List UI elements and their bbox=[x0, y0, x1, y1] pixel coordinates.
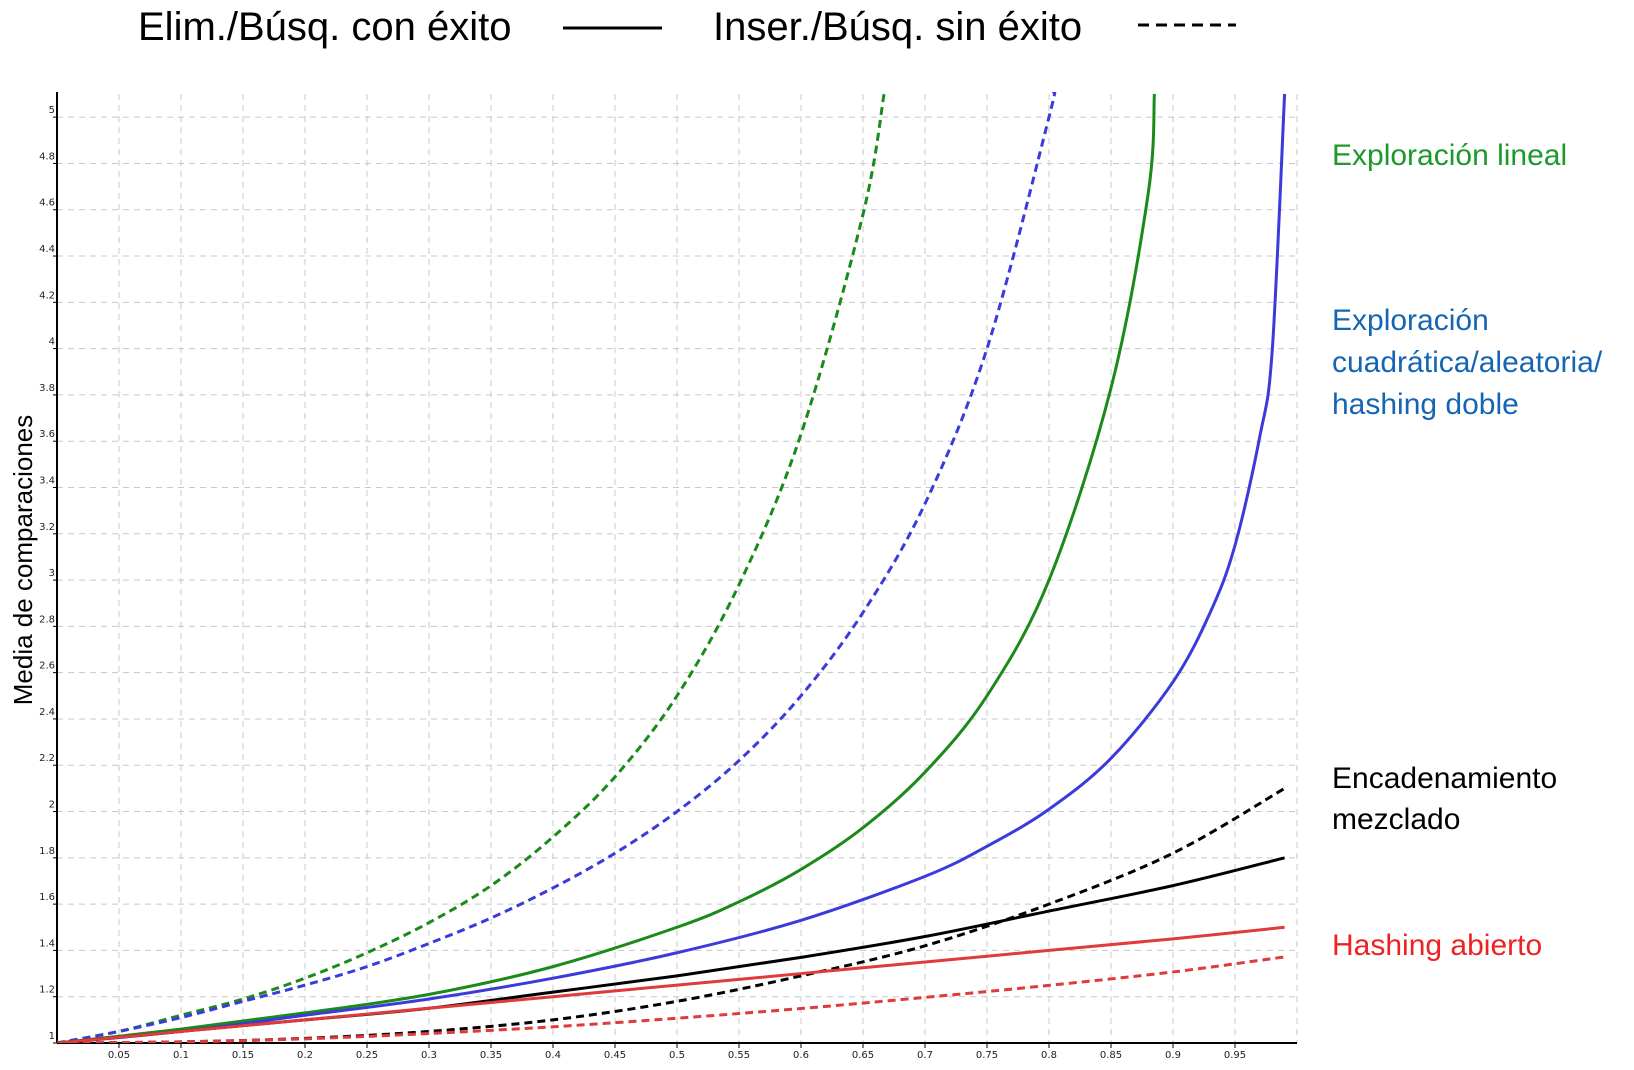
x-tick-label: 0.1 bbox=[173, 1050, 189, 1061]
legend-label-solid: Elim./Búsq. con éxito bbox=[138, 5, 512, 49]
axes: 0.05 0.1 0.15 0.2 0.25 0.3 0.35 0.4 0.45 0.5 0.55 0… bbox=[39, 92, 1297, 1061]
series-line-6-solid bbox=[57, 856, 1285, 1043]
series-line-3-solid bbox=[57, 93, 1156, 1043]
series-lines bbox=[57, 92, 1287, 1043]
x-tick-label: 0.95 bbox=[1224, 1050, 1246, 1061]
series-line-4-solid bbox=[57, 93, 1287, 1043]
series-line-2-dashed bbox=[57, 92, 1057, 1043]
y-tick-label: 4.4 bbox=[39, 244, 55, 255]
y-tick-label: 1.8 bbox=[39, 846, 55, 857]
y-tick-label: 1.4 bbox=[39, 938, 55, 949]
y-tick-label: 1 bbox=[49, 1031, 55, 1042]
x-tick-label: 0.75 bbox=[976, 1050, 998, 1061]
annotation-quadratic-line2: cuadrática/aleatoria/ bbox=[1332, 346, 1603, 379]
y-axis-label: Media de comparaciones bbox=[8, 415, 38, 706]
x-tick-label: 0.7 bbox=[917, 1050, 933, 1061]
x-tick-label: 0.4 bbox=[545, 1050, 561, 1061]
x-tick-label: 0.45 bbox=[604, 1050, 626, 1061]
y-tick-label: 3 bbox=[49, 568, 55, 579]
annotation-open-hashing: Hashing abierto bbox=[1332, 929, 1542, 962]
y-tick-label: 2.6 bbox=[39, 661, 55, 672]
grid bbox=[57, 94, 1298, 1044]
annotation-linear-probing: Exploración lineal bbox=[1332, 139, 1567, 172]
y-tick-label: 4.8 bbox=[39, 151, 55, 162]
y-tick-label: 3.8 bbox=[39, 383, 55, 394]
y-tick-label: 5 bbox=[49, 105, 55, 116]
x-tick-label: 0.15 bbox=[232, 1050, 254, 1061]
x-tick-label: 0.85 bbox=[1100, 1050, 1122, 1061]
y-tick-label: 1.6 bbox=[39, 892, 55, 903]
y-tick-label: 4.2 bbox=[39, 290, 55, 301]
legend: Elim./Búsq. con éxito Inser./Búsq. sin é… bbox=[138, 5, 1236, 49]
x-tick-label: 0.55 bbox=[728, 1050, 750, 1061]
y-tick-label: 4.6 bbox=[39, 198, 55, 209]
x-tick-label: 0.65 bbox=[852, 1050, 874, 1061]
y-tick-label: 3.4 bbox=[39, 475, 55, 486]
y-tick-label: 2.4 bbox=[39, 707, 55, 718]
x-tick-label: 0.6 bbox=[793, 1050, 809, 1061]
y-tick-label: 2.2 bbox=[39, 753, 55, 764]
y-tick-label: 2.8 bbox=[39, 614, 55, 625]
series-line-1-dashed bbox=[57, 93, 886, 1043]
x-tick-label: 0.3 bbox=[421, 1050, 437, 1061]
x-tick-label: 0.05 bbox=[108, 1050, 130, 1061]
annotation-coalesced-line1: Encadenamiento bbox=[1332, 762, 1557, 795]
annotation-coalesced-line2: mezclado bbox=[1332, 803, 1460, 836]
y-tick-label: 3.2 bbox=[39, 522, 55, 533]
annotation-quadratic-line1: Exploración bbox=[1332, 304, 1489, 337]
x-tick-label: 0.5 bbox=[669, 1050, 685, 1061]
y-tick-label: 3.6 bbox=[39, 429, 55, 440]
series-line-7-solid bbox=[57, 925, 1285, 1043]
x-tick-label: 0.2 bbox=[297, 1050, 313, 1061]
series-line-5-dashed bbox=[57, 787, 1286, 1043]
x-tick-label: 0.9 bbox=[1165, 1050, 1181, 1061]
legend-label-dashed: Inser./Búsq. sin éxito bbox=[713, 5, 1082, 49]
x-tick-label: 0.25 bbox=[356, 1050, 378, 1061]
y-tick-label: 2 bbox=[49, 800, 55, 811]
y-tick-label: 4 bbox=[49, 337, 55, 348]
x-tick-label: 0.8 bbox=[1041, 1050, 1057, 1061]
series-line-8-dashed bbox=[57, 955, 1285, 1043]
x-tick-label: 0.35 bbox=[480, 1050, 502, 1061]
y-tick-label: 1.2 bbox=[39, 985, 55, 996]
annotation-quadratic-line3: hashing doble bbox=[1332, 388, 1519, 421]
